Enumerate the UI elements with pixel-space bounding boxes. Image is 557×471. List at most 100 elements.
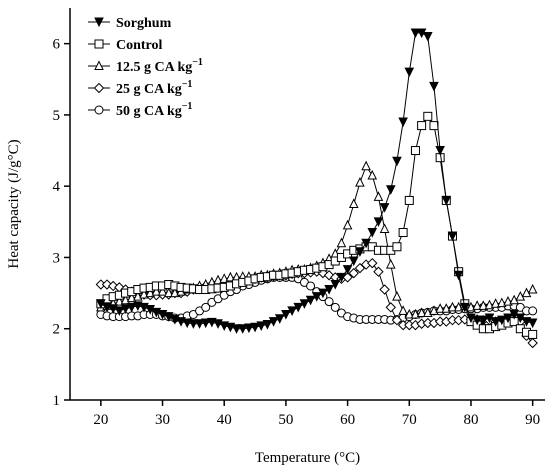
data-point [385,258,396,269]
data-point [237,324,248,334]
data-point [441,195,452,206]
data-point [244,323,254,334]
data-point [404,67,415,78]
data-point [490,317,501,327]
data-point [120,304,131,314]
legend-superscript: −1 [182,79,193,90]
y-tick-label: 4 [53,179,61,195]
data-point [256,321,267,331]
data-point [361,238,371,249]
data-point [324,285,334,295]
data-point [355,247,365,257]
x-tick-label: 90 [525,412,540,428]
data-point [163,287,174,298]
data-point [194,319,205,329]
data-point [453,270,464,281]
data-point [423,111,433,121]
data-point [274,314,285,324]
data-point [348,198,359,208]
legend-label: 50 g CA kg−1 [116,101,192,119]
data-point [435,303,445,313]
data-point [490,298,501,308]
data-point [367,228,378,238]
x-tick-label: 30 [155,412,170,428]
data-point [373,266,384,277]
data-point [478,300,489,310]
y-tick-label: 1 [53,393,61,409]
data-point [392,242,402,252]
legend-label: Sorghum [116,16,172,31]
data-point [342,265,353,275]
data-point [348,256,359,267]
legend-label: 12.5 g CA kg−1 [116,57,203,75]
data-point [311,292,322,302]
x-tick-label: 40 [217,412,232,428]
data-point [379,203,390,213]
x-tick-label: 70 [402,412,417,428]
data-point [293,302,304,313]
data-point [429,121,439,131]
data-point [373,217,384,227]
y-tick-label: 6 [53,37,61,53]
series-layer [95,28,538,349]
data-point [306,281,316,291]
data-point [478,315,489,326]
data-point [355,177,365,187]
data-point [163,312,174,322]
data-point [200,318,211,329]
data-point [417,121,427,131]
y-tick-label: 2 [53,322,61,338]
series-0 [96,28,538,334]
legend-label: Control [116,38,163,53]
data-point [527,337,538,349]
legend-marker [94,39,104,49]
data-point [225,271,236,282]
data-point [348,267,359,279]
data-point [157,286,168,296]
data-point [379,223,390,233]
data-point [447,231,458,242]
data-point [305,295,316,306]
data-point [188,319,199,329]
data-point [528,306,538,316]
data-point [435,146,445,156]
data-point [392,291,402,301]
data-point [385,302,396,313]
x-tick-label: 60 [340,412,355,428]
data-point [324,297,334,307]
x-tick-label: 20 [93,412,108,428]
data-point [410,146,420,156]
data-point [528,329,538,339]
data-point [422,32,433,42]
x-tick-label: 80 [463,412,478,428]
data-point [410,28,421,39]
x-tick-label: 50 [278,412,293,428]
data-point [231,324,242,334]
data-point [527,283,538,294]
data-point [404,195,414,205]
data-point [472,315,482,326]
series-1 [96,111,538,339]
data-point [330,302,340,312]
data-point [354,262,366,274]
data-point [336,237,347,248]
data-point [385,185,396,195]
legend-marker [94,60,104,70]
data-point [379,284,390,295]
data-point [336,272,347,283]
data-point [527,318,538,329]
data-point [262,319,273,330]
legend-marker [94,17,104,28]
legend-marker [93,82,105,94]
axes: 1 2 3 4 5 6 20 30 40 50 60 70 80 90 [53,8,545,428]
data-point [367,257,378,269]
data-point [497,315,507,326]
data-point [459,302,470,313]
data-point [201,302,211,312]
legend-superscript: −1 [182,101,193,112]
y-tick-label: 3 [53,250,61,266]
data-point [182,318,193,329]
data-point [398,305,408,315]
data-point [361,160,371,171]
